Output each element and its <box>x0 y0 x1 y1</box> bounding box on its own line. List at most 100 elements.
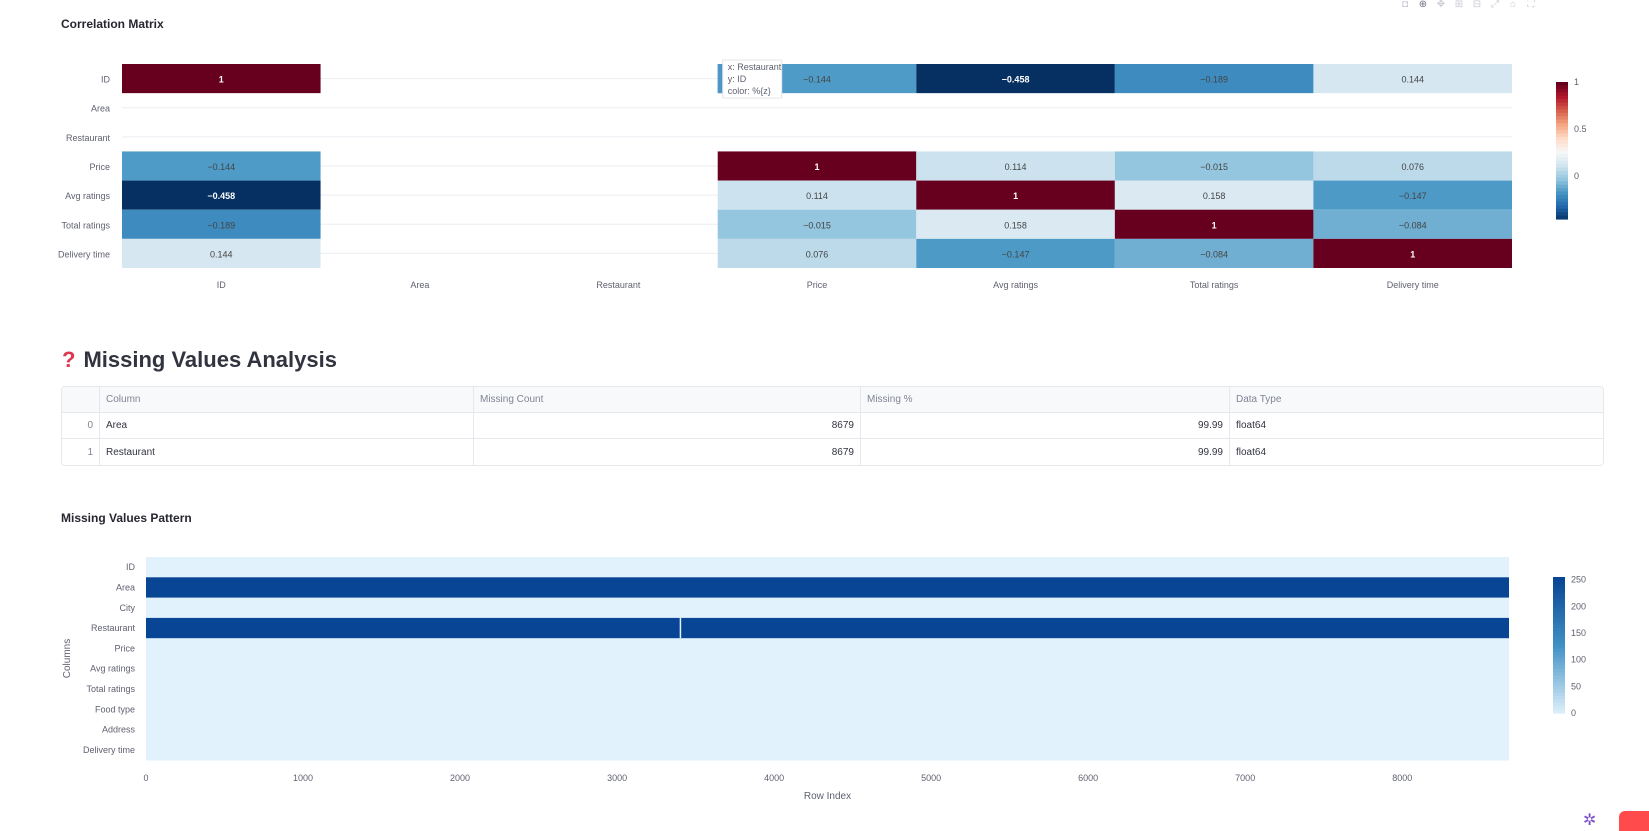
colorbar-segment <box>1553 685 1565 690</box>
heatmap-cell[interactable] <box>717 180 917 210</box>
heatmap-cell[interactable] <box>916 180 1115 210</box>
pattern-row-avg-ratings[interactable] <box>146 658 1509 680</box>
pattern-row-id[interactable] <box>146 557 1509 578</box>
colorbar-segment <box>1556 140 1568 145</box>
x-tick-label: Restaurant <box>596 280 641 290</box>
heatmap-cell[interactable] <box>1114 64 1314 94</box>
pattern-row-area[interactable] <box>146 577 1509 599</box>
heatmap-cell[interactable] <box>122 64 321 94</box>
table-header-column[interactable]: Column <box>100 387 474 412</box>
zoom-in-icon[interactable]: ⊞ <box>1454 0 1464 10</box>
x-tick-label: Avg ratings <box>993 280 1038 290</box>
x-tick-label: 5000 <box>921 773 941 783</box>
colorbar-segment <box>1553 648 1565 653</box>
pattern-row-food-type[interactable] <box>146 699 1509 720</box>
cell-column[interactable]: Area <box>100 413 474 438</box>
autoscale-icon[interactable]: ⤢ <box>1491 0 1499 10</box>
pan-icon[interactable]: ✥ <box>1436 0 1446 10</box>
colorbar-segment <box>1556 177 1568 182</box>
colorbar-segment <box>1553 696 1565 700</box>
table-header-missing-pct[interactable]: Missing % <box>861 387 1230 412</box>
pattern-row-city[interactable] <box>146 597 1509 619</box>
heatmap-cell[interactable] <box>122 151 321 181</box>
missing-pattern-heatmap[interactable]: ID Area City Restaurant Price Avg ratings Tota… <box>0 540 1649 810</box>
pattern-row-restaurant[interactable] <box>146 617 1509 639</box>
x-tick-label: 4000 <box>764 773 784 783</box>
y-tick-label: Restaurant <box>91 623 136 633</box>
plot-modebar: ◘ ⊕ ✥ ⊞ ⊟ ⤢ ⌂ ⛶ <box>1399 0 1537 12</box>
colorbar-segment <box>1553 617 1565 622</box>
colorbar-segment <box>1553 706 1565 711</box>
colorbar-tick-label: 250 <box>1571 575 1586 585</box>
colorbar-segment <box>1553 590 1565 595</box>
heatmap-cell[interactable] <box>122 238 321 268</box>
heatmap-cell[interactable] <box>717 209 917 239</box>
colorbar-segment <box>1556 102 1568 107</box>
heatmap-cell[interactable] <box>122 209 321 239</box>
cell-data-type[interactable]: float64 <box>1236 420 1267 431</box>
cell-missing-count[interactable]: 8679 <box>474 439 861 465</box>
colorbar-segment <box>1553 611 1565 615</box>
heatmap-cell[interactable] <box>1114 180 1314 210</box>
missing-values-table[interactable]: Column Missing Count Missing % Data Type… <box>61 386 1604 466</box>
tooltip-swatch <box>717 64 723 94</box>
fullscreen-icon[interactable]: ⛶ <box>1527 0 1535 10</box>
colorbar-segment <box>1553 638 1565 643</box>
colorbar-tick-label: 100 <box>1571 655 1586 665</box>
row-index: 0 <box>62 413 100 438</box>
x-tick-label: 0 <box>143 773 148 783</box>
heatmap-cell[interactable] <box>122 180 321 210</box>
missing-values-header: ? Missing Values Analysis <box>62 347 337 373</box>
deploy-badge[interactable] <box>1619 811 1649 831</box>
table-row[interactable]: 1 Restaurant 8679 99.99 float64 <box>62 439 1603 465</box>
heatmap-cell[interactable] <box>916 64 1115 94</box>
colorbar-segment <box>1553 621 1565 626</box>
heatmap-cell[interactable] <box>916 151 1115 181</box>
cell-value-label: −0.144 <box>207 162 235 172</box>
colorbar-segment <box>1556 195 1568 200</box>
pattern-row-address[interactable] <box>146 719 1509 741</box>
colorbar-segment <box>1553 597 1565 602</box>
cell-data-type[interactable]: float64 <box>1236 446 1267 458</box>
colorbar-tick-label: 50 <box>1571 681 1581 691</box>
heatmap-cell[interactable] <box>1313 180 1512 210</box>
home-icon[interactable]: ⌂ <box>1509 0 1517 10</box>
heatmap-cell[interactable] <box>1114 151 1314 181</box>
heatmap-cell[interactable] <box>717 238 917 268</box>
heatmap-cell[interactable] <box>916 209 1115 239</box>
colorbar-segment <box>1553 580 1565 585</box>
pattern-row-price[interactable] <box>146 638 1509 659</box>
colorbar-segment <box>1556 157 1568 162</box>
cell-value-label: 1 <box>1410 249 1415 259</box>
correlation-heatmap[interactable]: 1 −0.144 −0.458 −0.189 0.144 −0.144 1 0.114 −0.0… <box>0 0 1649 300</box>
table-header-data-type[interactable]: Data Type <box>1236 394 1282 405</box>
cell-value-label: 1 <box>814 162 819 172</box>
heatmap-cell[interactable] <box>1313 151 1512 181</box>
heatmap-cell[interactable] <box>1313 64 1512 94</box>
heatmap-cell[interactable] <box>1114 209 1314 239</box>
pattern-row-delivery-time[interactable] <box>146 739 1509 761</box>
camera-icon[interactable]: ◘ <box>1401 0 1409 10</box>
y-tick-label: Food type <box>95 704 135 714</box>
heatmap-cell[interactable] <box>916 238 1115 268</box>
cell-missing-pct[interactable]: 99.99 <box>861 439 1230 465</box>
heatmap-cell[interactable] <box>1313 238 1512 268</box>
pattern-row-total-ratings[interactable] <box>146 678 1509 700</box>
cell-missing-pct[interactable]: 99.99 <box>861 413 1230 438</box>
colorbar-segment <box>1556 201 1568 206</box>
cell-column[interactable]: Restaurant <box>100 439 474 465</box>
cell-missing-count[interactable]: 8679 <box>474 413 861 438</box>
table-header-missing-count[interactable]: Missing Count <box>474 387 861 412</box>
heatmap-cell[interactable] <box>717 151 917 181</box>
heatmap-cell[interactable] <box>1313 209 1512 239</box>
app-status-icon[interactable]: ✲ <box>1583 812 1597 829</box>
zoom-icon[interactable]: ⊕ <box>1418 0 1428 10</box>
y-axis-label: Columns <box>62 639 73 678</box>
table-header-index[interactable] <box>62 387 100 412</box>
colorbar-segment <box>1556 198 1568 203</box>
colorbar-segment <box>1553 624 1565 629</box>
zoom-out-icon[interactable]: ⊟ <box>1472 0 1482 10</box>
table-row[interactable]: 0 Area 8679 99.99 float64 <box>62 413 1603 439</box>
colorbar-segment <box>1553 628 1565 632</box>
heatmap-cell[interactable] <box>1114 238 1314 268</box>
